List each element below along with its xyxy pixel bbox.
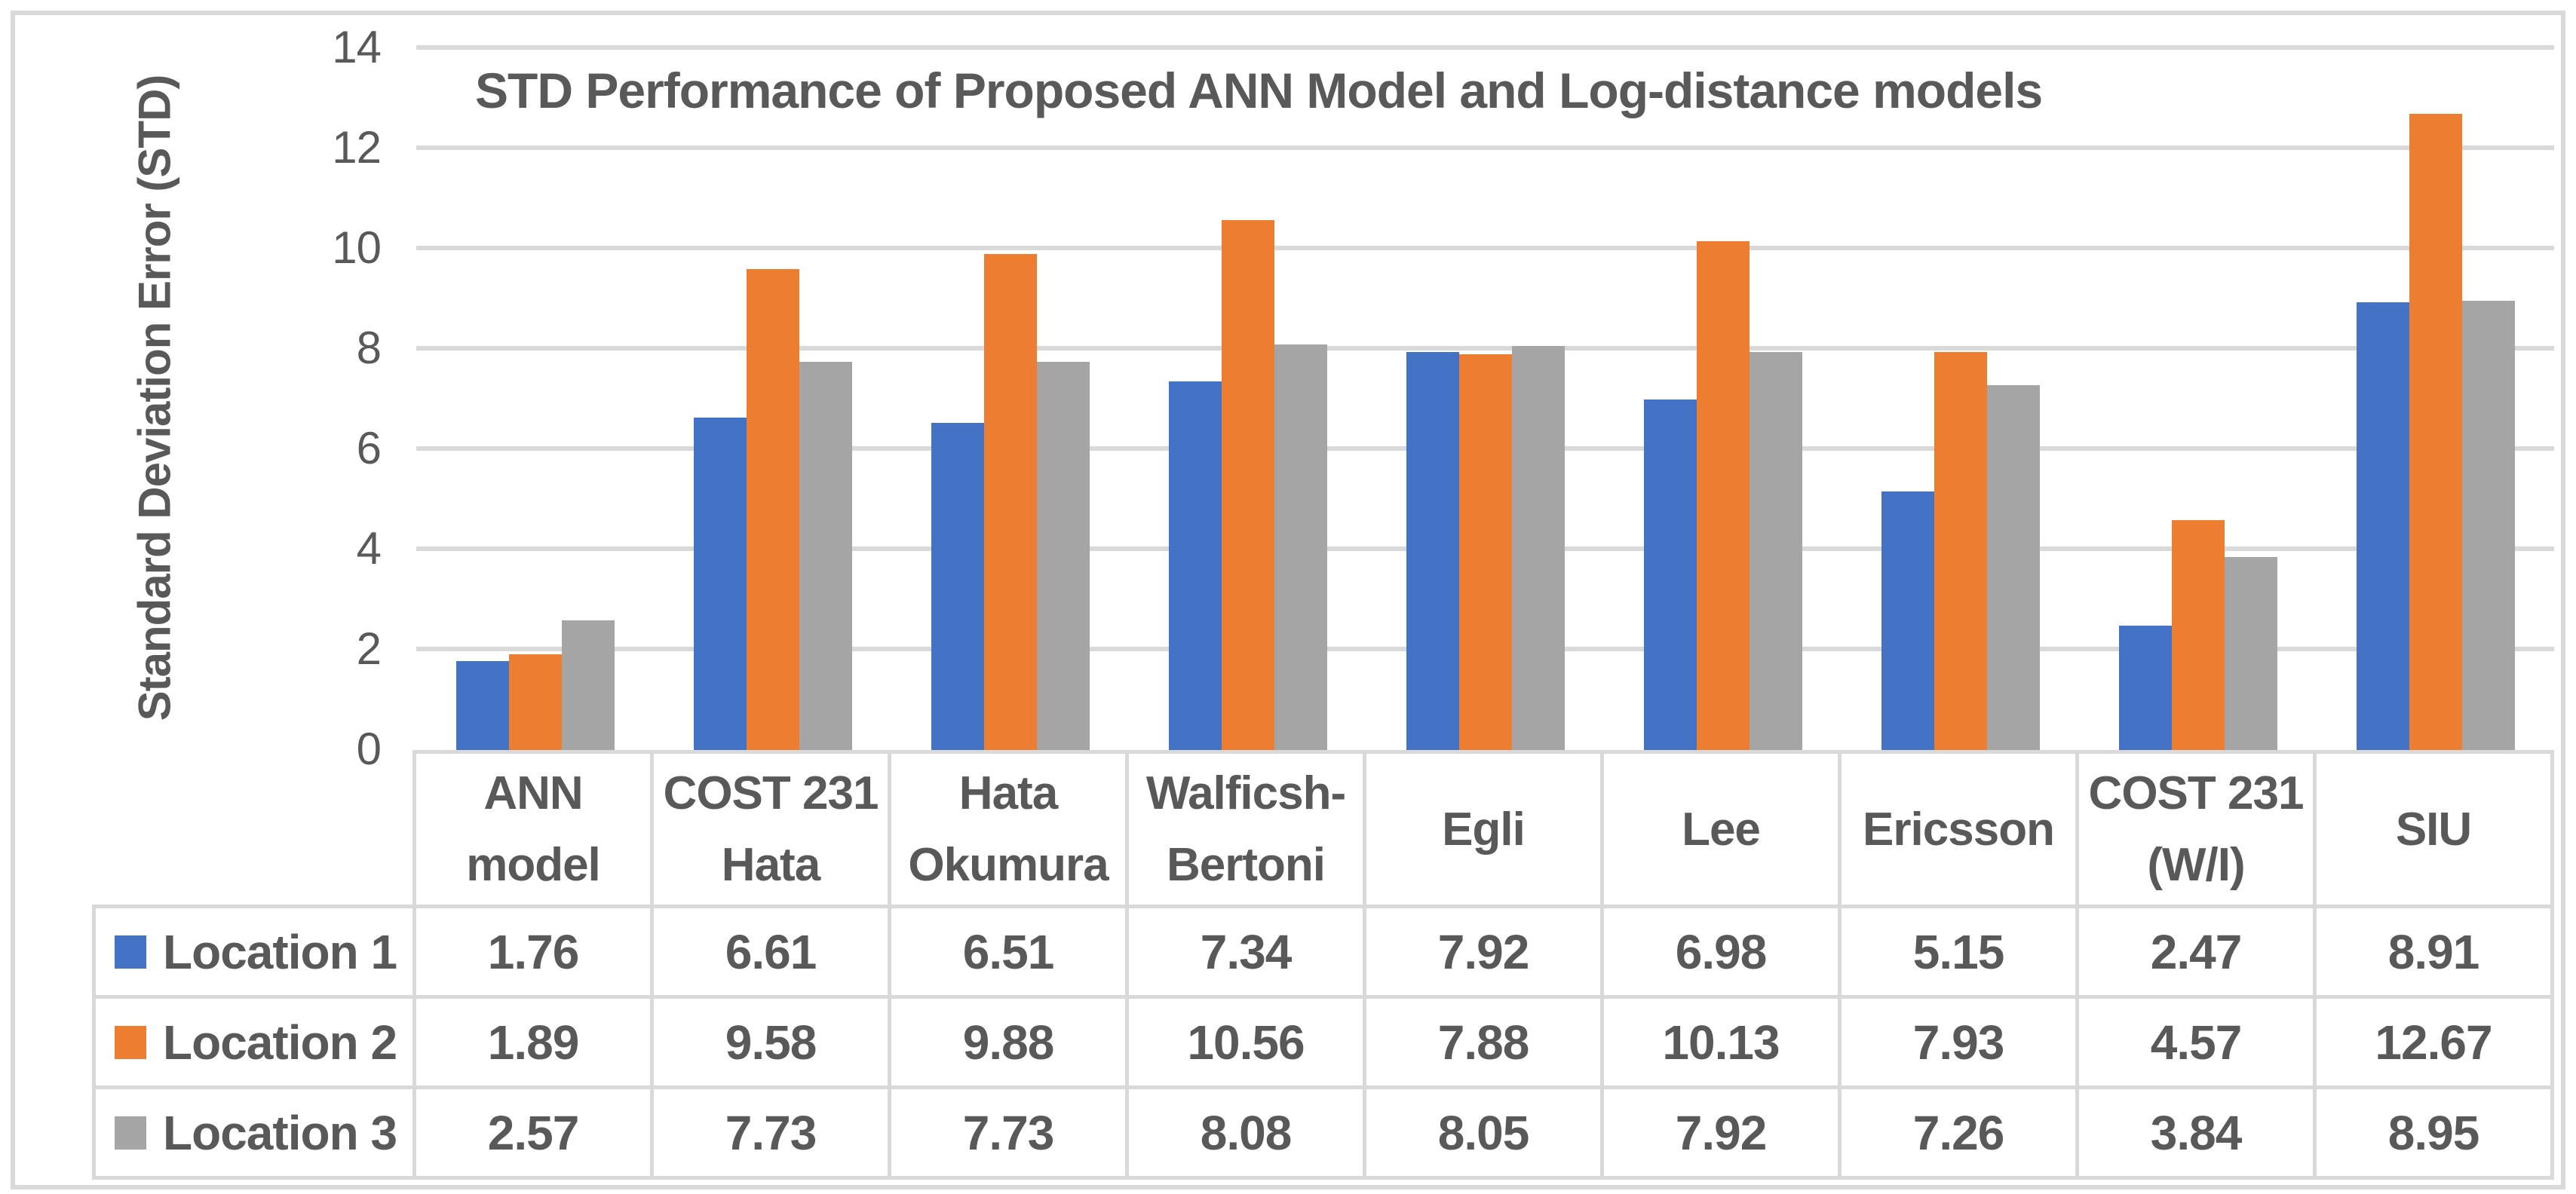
legend-cell-location-3: Location 3 bbox=[92, 1089, 416, 1180]
bar-location-3-siu bbox=[2461, 300, 2515, 750]
y-tick-label-14: 14 bbox=[332, 22, 382, 72]
bar-location-1-hata-okumura bbox=[931, 423, 984, 750]
category-header-ann-model: ANN model bbox=[416, 750, 654, 908]
value-cell-location-2-ericsson: 7.93 bbox=[1842, 999, 2079, 1089]
bar-location-2-cost-231-hata bbox=[746, 268, 799, 750]
value-cell-location-3-siu: 8.95 bbox=[2317, 1089, 2554, 1180]
bar-location-1-cost-231-w-i bbox=[2118, 625, 2172, 750]
y-tick-label-0: 0 bbox=[356, 724, 382, 774]
value-cell-location-3-lee: 7.92 bbox=[1604, 1089, 1842, 1180]
gridline-y-10 bbox=[416, 246, 2554, 250]
value-cell-location-1-hata-okumura: 6.51 bbox=[891, 908, 1129, 999]
bar-location-3-cost-231-hata bbox=[799, 361, 852, 750]
legend-label-location-1: Location 1 bbox=[163, 924, 397, 979]
value-cell-location-3-egli: 8.05 bbox=[1366, 1089, 1604, 1180]
table-corner-blank-cell bbox=[92, 750, 416, 908]
bar-location-1-walficsh-bertoni bbox=[1168, 381, 1222, 750]
value-cell-location-2-egli: 7.88 bbox=[1366, 999, 1604, 1089]
bar-location-2-lee bbox=[1696, 241, 1750, 750]
y-tick-label-2: 2 bbox=[356, 623, 382, 674]
bar-location-1-lee bbox=[1643, 399, 1697, 750]
gridline-y-14 bbox=[416, 45, 2554, 50]
legend-cell-location-2: Location 2 bbox=[92, 999, 416, 1089]
value-cell-location-2-ann-model: 1.89 bbox=[416, 999, 654, 1089]
y-tick-label-10: 10 bbox=[332, 222, 382, 273]
value-cell-location-3-ericsson: 7.26 bbox=[1842, 1089, 2079, 1180]
category-header-hata-okumura: Hata Okumura bbox=[891, 750, 1129, 908]
value-cell-location-2-lee: 10.13 bbox=[1604, 999, 1842, 1089]
value-cell-location-1-ericsson: 5.15 bbox=[1842, 908, 2079, 999]
y-tick-label-6: 6 bbox=[356, 423, 382, 473]
y-tick-label-4: 4 bbox=[356, 523, 382, 574]
value-cell-location-1-egli: 7.92 bbox=[1366, 908, 1604, 999]
bar-location-3-hata-okumura bbox=[1036, 361, 1090, 750]
value-cell-location-1-cost-231-hata: 6.61 bbox=[654, 908, 891, 999]
bar-location-3-walficsh-bertoni bbox=[1274, 344, 1327, 750]
value-cell-location-2-siu: 12.67 bbox=[2317, 999, 2554, 1089]
bar-location-2-siu bbox=[2409, 114, 2462, 750]
category-header-ericsson: Ericsson bbox=[1842, 750, 2079, 908]
legend-cell-location-1: Location 1 bbox=[92, 908, 416, 999]
bar-location-3-lee bbox=[1749, 352, 1802, 750]
gridline-y-12 bbox=[416, 145, 2554, 150]
bar-location-1-siu bbox=[2356, 302, 2409, 750]
category-header-egli: Egli bbox=[1366, 750, 1604, 908]
bar-location-2-hata-okumura bbox=[983, 253, 1037, 750]
y-tick-label-8: 8 bbox=[356, 323, 382, 373]
category-header-cost-231-hata: COST 231 Hata bbox=[654, 750, 891, 908]
bar-location-3-ericsson bbox=[1986, 385, 2040, 750]
bar-location-2-walficsh-bertoni bbox=[1221, 219, 1274, 750]
value-cell-location-3-cost-231-w-i: 3.84 bbox=[2079, 1089, 2317, 1180]
legend-key-location-3-swatch bbox=[115, 1116, 146, 1150]
category-header-lee: Lee bbox=[1604, 750, 1842, 908]
value-cell-location-1-siu: 8.91 bbox=[2317, 908, 2554, 999]
value-cell-location-2-cost-231-hata: 9.58 bbox=[654, 999, 891, 1089]
bar-location-1-egli bbox=[1406, 352, 1459, 750]
category-header-walficsh-bertoni: Walficsh-Bertoni bbox=[1129, 750, 1366, 908]
legend-label-location-2: Location 2 bbox=[163, 1015, 397, 1070]
value-cell-location-1-lee: 6.98 bbox=[1604, 908, 1842, 999]
data-table: ANN model COST 231 Hata Hata Okumura Walfic… bbox=[92, 750, 2554, 1180]
bar-location-1-ann-model bbox=[455, 660, 509, 750]
chart-border-frame bbox=[11, 11, 2565, 1189]
legend-key-location-2-swatch bbox=[115, 1025, 146, 1059]
value-cell-location-2-hata-okumura: 9.88 bbox=[891, 999, 1129, 1089]
value-cell-location-1-cost-231-w-i: 2.47 bbox=[2079, 908, 2317, 999]
chart-title: STD Performance of Proposed ANN Model an… bbox=[475, 63, 2043, 118]
gridline-y-8 bbox=[416, 346, 2554, 351]
value-cell-location-1-walficsh-bertoni: 7.34 bbox=[1129, 908, 1366, 999]
y-tick-label-12: 12 bbox=[332, 122, 382, 173]
bar-location-3-cost-231-w-i bbox=[2224, 556, 2277, 750]
bar-location-3-ann-model bbox=[561, 620, 615, 750]
category-header-siu: SIU bbox=[2317, 750, 2554, 908]
value-cell-location-3-walficsh-bertoni: 8.08 bbox=[1129, 1089, 1366, 1180]
legend-label-location-3: Location 3 bbox=[163, 1105, 397, 1160]
bar-location-2-ann-model bbox=[508, 654, 562, 750]
bar-location-1-ericsson bbox=[1881, 491, 1934, 750]
bar-location-2-egli bbox=[1458, 354, 1512, 750]
value-cell-location-2-walficsh-bertoni: 10.56 bbox=[1129, 999, 1366, 1089]
bar-location-2-cost-231-w-i bbox=[2171, 520, 2225, 750]
value-cell-location-3-hata-okumura: 7.73 bbox=[891, 1089, 1129, 1180]
category-header-cost-231-w-i: COST 231 (W/I) bbox=[2079, 750, 2317, 908]
bar-location-3-egli bbox=[1511, 345, 1565, 750]
value-cell-location-2-cost-231-w-i: 4.57 bbox=[2079, 999, 2317, 1089]
value-cell-location-3-ann-model: 2.57 bbox=[416, 1089, 654, 1180]
legend-key-location-1-swatch bbox=[115, 935, 146, 969]
value-cell-location-1-ann-model: 1.76 bbox=[416, 908, 654, 999]
bar-location-1-cost-231-hata bbox=[693, 418, 747, 750]
bar-location-2-ericsson bbox=[1934, 351, 1987, 750]
value-cell-location-3-cost-231-hata: 7.73 bbox=[654, 1089, 891, 1180]
